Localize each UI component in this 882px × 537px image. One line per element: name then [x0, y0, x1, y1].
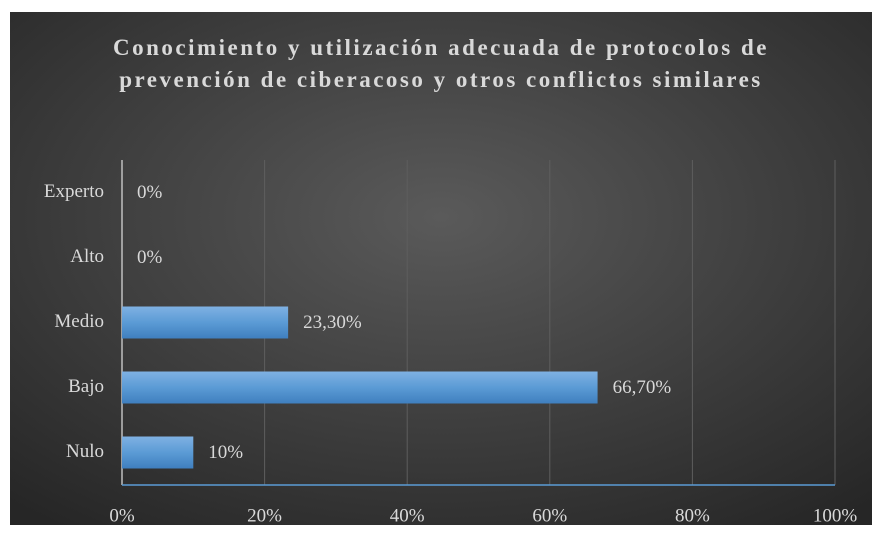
bar [122, 436, 194, 469]
x-tick-label: 80% [675, 505, 710, 526]
x-tick-label: 40% [390, 505, 425, 526]
data-label: 0% [137, 247, 163, 268]
bar [122, 306, 289, 339]
data-label: 10% [208, 442, 243, 463]
y-tick-label: Medio [54, 311, 104, 332]
y-tick-label: Alto [70, 246, 104, 267]
y-tick-label: Bajo [68, 376, 104, 397]
x-tick-label: 60% [532, 505, 567, 526]
x-tick-label: 20% [247, 505, 282, 526]
x-tick-label: 100% [813, 505, 858, 526]
chart-title: Conocimiento y utilización adecuada de p… [112, 35, 769, 92]
x-tick-label: 0% [109, 505, 135, 526]
data-label: 66,70% [613, 377, 672, 398]
data-label: 23,30% [303, 312, 362, 333]
bar [122, 371, 598, 404]
data-label: 0% [137, 182, 163, 203]
y-tick-label: Experto [44, 181, 104, 202]
y-tick-label: Nulo [66, 441, 104, 462]
